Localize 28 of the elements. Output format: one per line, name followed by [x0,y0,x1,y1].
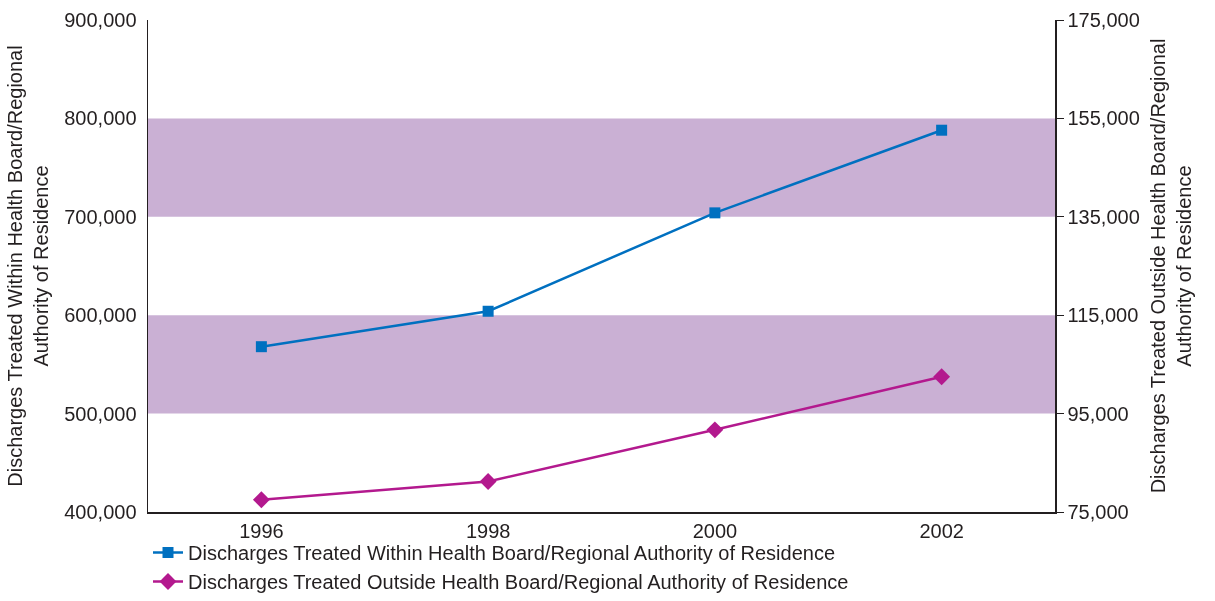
point [479,473,497,490]
y-tick-label: 800,000 [64,107,137,130]
y2-tick-label: 95,000 [1067,402,1129,425]
point [933,368,951,386]
y2-tick-label: 155,000 [1067,107,1140,130]
y2-tick-label: 135,000 [1067,205,1140,228]
y2-tick-label: 75,000 [1067,501,1129,523]
y2-tick-label: 175,000 [1067,9,1140,31]
point [709,207,721,219]
y2-tick-label: 115,000 [1067,304,1139,327]
x-tick-label: 2000 [692,519,738,542]
y-tick-label: 700,000 [64,205,137,228]
point [252,491,270,509]
legend-label: Discharges Treated Within Health Board/Regional Authority of Residence [188,542,836,565]
y-axis-title: Discharges Treated Within Health Board/Regional Authority of Residence [3,45,52,487]
legend-label: Discharges Treated Outside Health Board/Regional Authority of Residence [188,571,849,594]
y-tick-label: 400,000 [64,501,137,523]
point [482,305,494,317]
y-tick-label: 600,000 [64,304,137,327]
y2-axis-title: Discharges Treated Outside Health Board/Regional Authority of Residence [1147,38,1196,494]
x-tick-label: 1996 [239,519,284,542]
y-tick-label: 500,000 [64,402,137,425]
point [706,421,724,439]
point [936,124,948,136]
y-tick-label: 900,000 [64,9,137,31]
point [255,341,267,353]
x-tick-label: 2002 [919,519,964,542]
x-tick-label: 1998 [465,519,511,542]
